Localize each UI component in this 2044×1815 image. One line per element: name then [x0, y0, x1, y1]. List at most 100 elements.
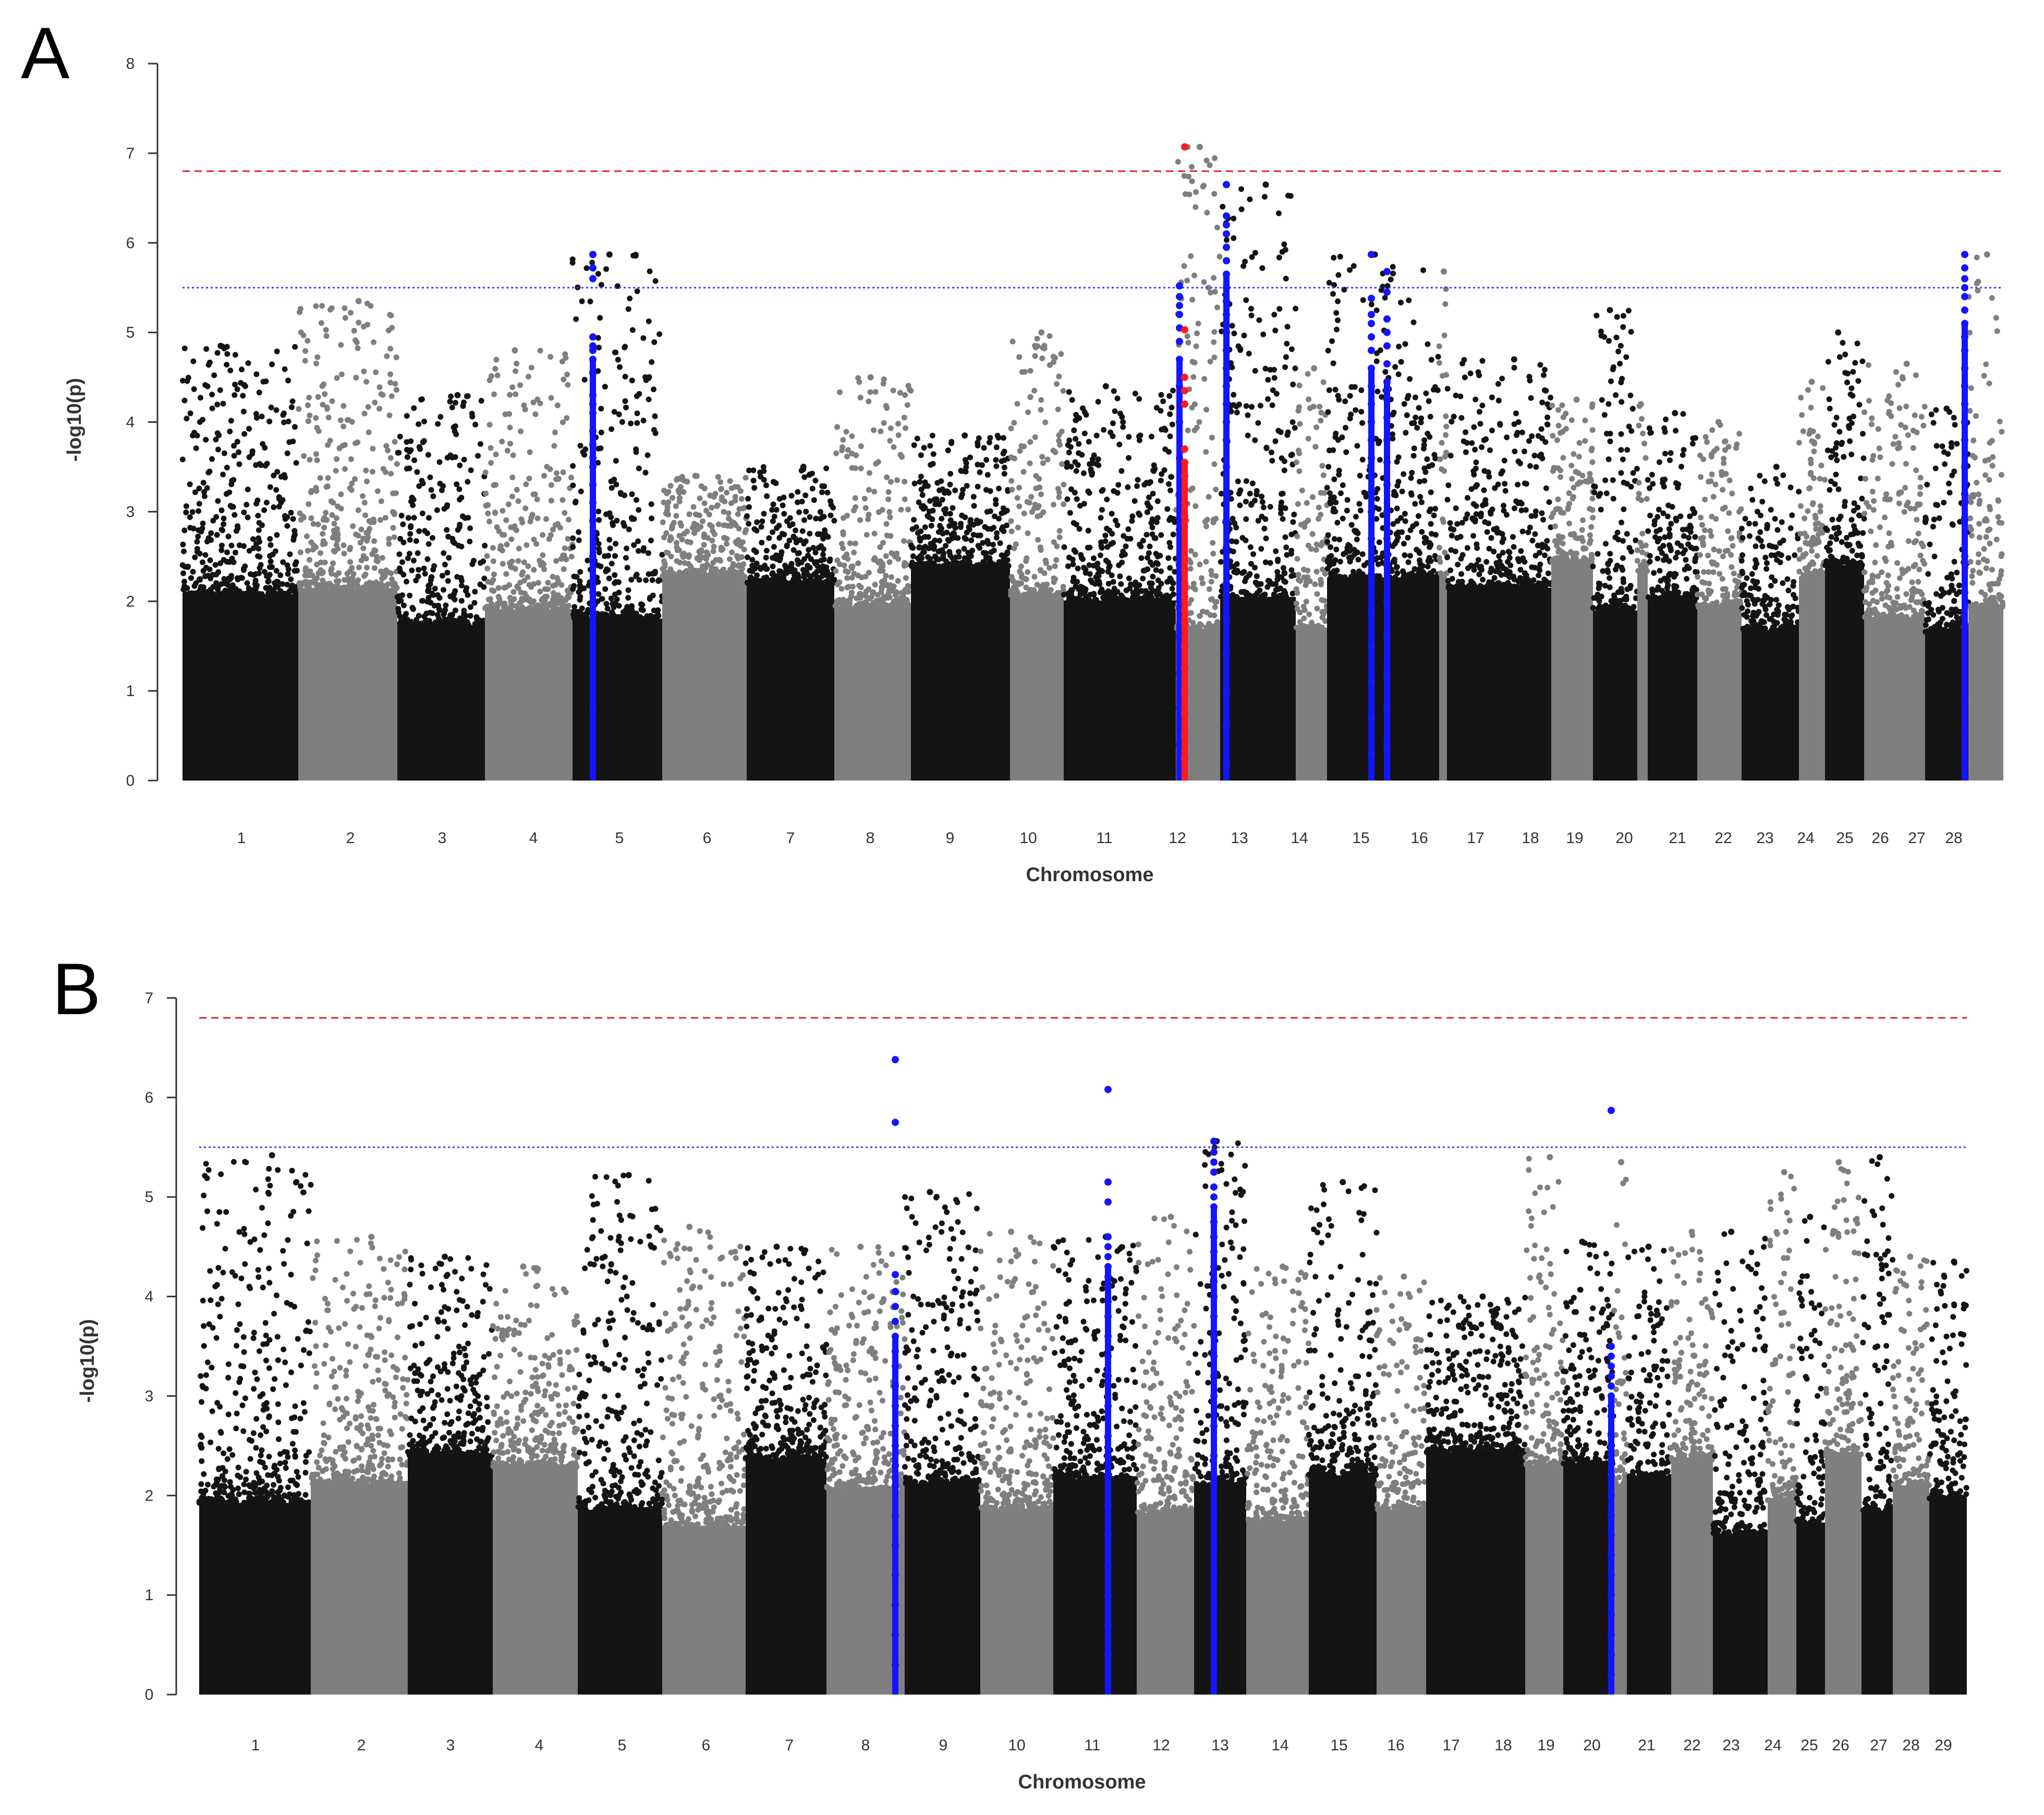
- snp-point: [585, 557, 591, 564]
- snp-point: [449, 405, 455, 410]
- snp-point: [940, 486, 946, 492]
- snp-point: [701, 566, 707, 572]
- snp-point: [636, 507, 642, 513]
- snp-point: [844, 575, 850, 581]
- snp-point: [550, 583, 556, 589]
- snp-point: [866, 569, 872, 576]
- snp-point: [885, 603, 891, 609]
- snp-point: [1296, 468, 1303, 474]
- snp-point: [190, 358, 197, 364]
- snp-point: [503, 571, 509, 577]
- snp-point: [836, 597, 843, 603]
- snp-point: [1413, 574, 1419, 580]
- snp-point: [1120, 419, 1126, 425]
- snp-point: [1169, 421, 1175, 428]
- snp-point: [1501, 507, 1507, 514]
- snp-point: [570, 544, 576, 550]
- snp-point: [1398, 299, 1404, 306]
- snp-point: [634, 420, 640, 426]
- snp-point: [886, 559, 893, 565]
- snp-point: [749, 568, 756, 575]
- snp-point: [1294, 533, 1300, 540]
- snp-point: [181, 527, 188, 533]
- snp-point: [1167, 544, 1174, 550]
- snp-point: [596, 345, 602, 351]
- snp-point: [400, 571, 407, 578]
- snp-point: [1075, 565, 1081, 571]
- snp-point: [318, 567, 324, 573]
- snp-point: [1008, 478, 1015, 484]
- snp-point: [1558, 474, 1564, 480]
- snp-point: [633, 611, 639, 617]
- snp-point: [745, 579, 751, 586]
- snp-point: [1081, 597, 1087, 603]
- snp-point: [679, 537, 685, 543]
- snp-point: [1023, 576, 1029, 582]
- snp-point: [1539, 399, 1546, 406]
- snp-point: [1469, 515, 1476, 521]
- snp-point: [304, 584, 310, 590]
- snp-point: [1304, 500, 1310, 506]
- snp-point: [491, 391, 497, 397]
- snp-point: [710, 548, 716, 554]
- snp-point: [1292, 366, 1298, 371]
- snp-point: [1280, 491, 1286, 497]
- snp-point: [793, 527, 799, 533]
- snp-point: [1014, 401, 1020, 407]
- snp-point: [1443, 432, 1449, 438]
- snp-point: [260, 379, 266, 385]
- snp-point: [280, 412, 286, 418]
- snp-point: [700, 518, 706, 525]
- snp-point: [945, 447, 951, 454]
- snp-point: [1493, 568, 1499, 575]
- snp-point: [667, 483, 674, 489]
- snp-point: [870, 601, 876, 607]
- snp-point: [1073, 468, 1079, 474]
- snp-point: [1181, 263, 1187, 269]
- snp-point: [345, 585, 351, 591]
- snp-point: [605, 553, 611, 559]
- snp-point: [1238, 186, 1244, 192]
- snp-point: [1356, 501, 1362, 507]
- snp-point: [200, 520, 206, 527]
- snp-point: [1488, 535, 1494, 541]
- snp-point: [1476, 571, 1482, 578]
- snp-point: [919, 492, 926, 498]
- snp-point: [482, 543, 488, 549]
- snp-point: [333, 572, 339, 578]
- snp-point: [1032, 434, 1038, 440]
- snp-point: [1231, 215, 1237, 222]
- snp-point: [191, 583, 198, 589]
- snp-point: [464, 585, 470, 591]
- snp-point: [202, 382, 209, 388]
- snp-point: [1220, 203, 1226, 210]
- snp-point: [1330, 291, 1336, 297]
- snp-point: [1042, 557, 1049, 564]
- snp-point: [252, 580, 259, 587]
- snp-point: [1279, 574, 1285, 580]
- snp-point: [408, 498, 414, 505]
- snp-point: [911, 480, 918, 486]
- snp-point: [251, 572, 257, 578]
- snp-point: [233, 550, 238, 556]
- snp-point: [293, 460, 299, 466]
- snp-point: [721, 535, 727, 541]
- snp-point: [266, 590, 272, 596]
- snp-point: [320, 531, 326, 537]
- snp-point: [1333, 430, 1339, 436]
- snp-point: [226, 489, 233, 495]
- snp-point: [1521, 448, 1527, 455]
- chromosome-19-points: [1590, 307, 1640, 781]
- snp-point: [351, 327, 357, 334]
- snp-point: [625, 587, 631, 593]
- snp-point: [993, 463, 1000, 469]
- snp-point: [1280, 565, 1286, 571]
- snp-point: [1053, 557, 1060, 563]
- snp-point: [651, 386, 656, 393]
- snp-point: [273, 487, 279, 493]
- snp-point: [881, 420, 887, 426]
- snp-point: [1060, 388, 1066, 394]
- snp-point: [619, 419, 625, 425]
- snp-point: [262, 445, 268, 451]
- snp-point: [930, 451, 936, 457]
